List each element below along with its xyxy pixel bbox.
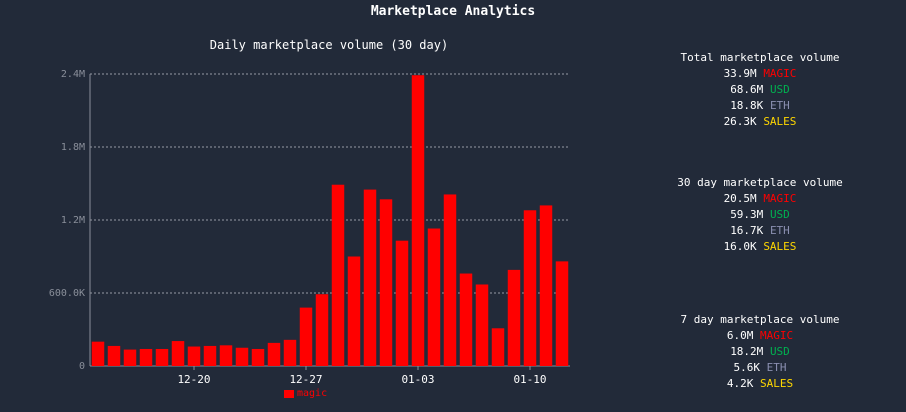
bar [331,184,345,366]
stat-line-magic: 6.0M MAGIC [620,328,900,344]
legend-label-magic: magic [297,388,328,399]
y-tick-label: 600.0K [49,288,85,299]
bar [91,341,105,366]
stat-value: 59.3M [730,208,764,221]
stat-value: 4.2K [726,377,754,390]
bar [123,349,137,366]
stat-unit: MAGIC [760,329,794,342]
bar [283,339,297,366]
bar [507,269,521,366]
stats-total-title: Total marketplace volume [680,51,840,64]
bar [539,205,553,366]
y-tick-label: 0 [79,361,85,372]
stat-line-usd: 68.6M USD [620,82,900,98]
stat-unit: MAGIC [763,192,797,205]
stats-7-day-lines: 6.0M MAGIC 18.2M USD 5.6K ETH 4.2K SALES [620,328,900,392]
stat-line-sales: 16.0K SALES [620,239,900,255]
x-tick-label: 01-10 [513,373,546,386]
stat-unit: USD [769,345,790,358]
stat-line-usd: 59.3M USD [620,207,900,223]
stat-unit: MAGIC [763,67,797,80]
stat-unit: SALES [760,377,794,390]
bar [347,256,361,366]
page-title: Marketplace Analytics [370,4,536,19]
bar [155,348,169,366]
daily-volume-chart: Daily marketplace volume (30 day) 0 600.0… [0,30,600,408]
bar [187,346,201,366]
bar [491,328,505,366]
x-tick-label: 12-20 [177,373,210,386]
bar [203,345,217,366]
stat-unit: ETH [766,361,787,374]
bar [267,342,281,366]
stats-30-day-title: 30 day marketplace volume [677,176,843,189]
bar [219,345,233,366]
stat-value: 68.6M [730,83,764,96]
stat-value: 18.2M [730,345,764,358]
bar [379,199,393,366]
stat-value: 20.5M [723,192,757,205]
stat-value: 33.9M [723,67,757,80]
stat-line-magic: 33.9M MAGIC [620,66,900,82]
stats-total: Total marketplace volume 33.9M MAGIC 68.6… [620,50,900,130]
stats-total-lines: 33.9M MAGIC 68.6M USD 18.8K ETH 26.3K SALES [620,66,900,130]
bar [171,341,185,366]
stat-line-sales: 26.3K SALES [620,114,900,130]
stat-unit: USD [769,83,790,96]
stat-unit: SALES [763,240,797,253]
stats-7-day: 7 day marketplace volume 6.0M MAGIC 18.2M… [620,312,900,392]
bar [523,210,537,366]
chart-title: Daily marketplace volume (30 day) [209,38,449,52]
stat-value: 16.7K [730,224,764,237]
stat-line-sales: 4.2K SALES [620,376,900,392]
stat-line-eth: 16.7K ETH [620,223,900,239]
bar [459,273,473,366]
stat-unit: ETH [769,99,790,112]
stats-30-day-lines: 20.5M MAGIC 59.3M USD 16.7K ETH 16.0K SALES [620,191,900,255]
bar [411,75,425,366]
stat-unit: USD [769,208,790,221]
bar [107,345,121,366]
x-tick-label: 12-27 [289,373,322,386]
bar [235,347,249,366]
bar [443,194,457,366]
bar [363,189,377,366]
bar [139,348,153,366]
bar [555,261,569,366]
stat-line-magic: 20.5M MAGIC [620,191,900,207]
y-tick-label: 2.4M [61,69,85,80]
legend-swatch [284,389,294,398]
y-tick-label: 1.8M [61,142,85,153]
bar [299,307,313,366]
y-tick-label: 1.2M [61,215,85,226]
stat-value: 6.0M [726,329,754,342]
stats-7-day-title: 7 day marketplace volume [680,313,840,326]
stat-unit: ETH [769,224,790,237]
bar [475,284,489,366]
stat-value: 5.6K [733,361,761,374]
bar [315,294,329,366]
bar-chart-svg: 0 600.0K 1.2M 1.8M 2.4M 12-20 12-27 01-03 01-10 [49,69,570,386]
chart-legend[interactable]: magic [284,388,327,399]
stat-unit: SALES [763,115,797,128]
bar [251,348,265,366]
bar [427,228,441,366]
x-tick-label: 01-03 [401,373,434,386]
stat-line-eth: 18.8K ETH [620,98,900,114]
stat-line-eth: 5.6K ETH [620,360,900,376]
stat-line-usd: 18.2M USD [620,344,900,360]
stats-30-day: 30 day marketplace volume 20.5M MAGIC 59.… [620,175,900,255]
stat-value: 16.0K [723,240,757,253]
stat-value: 18.8K [730,99,764,112]
bar [395,240,409,366]
stat-value: 26.3K [723,115,757,128]
